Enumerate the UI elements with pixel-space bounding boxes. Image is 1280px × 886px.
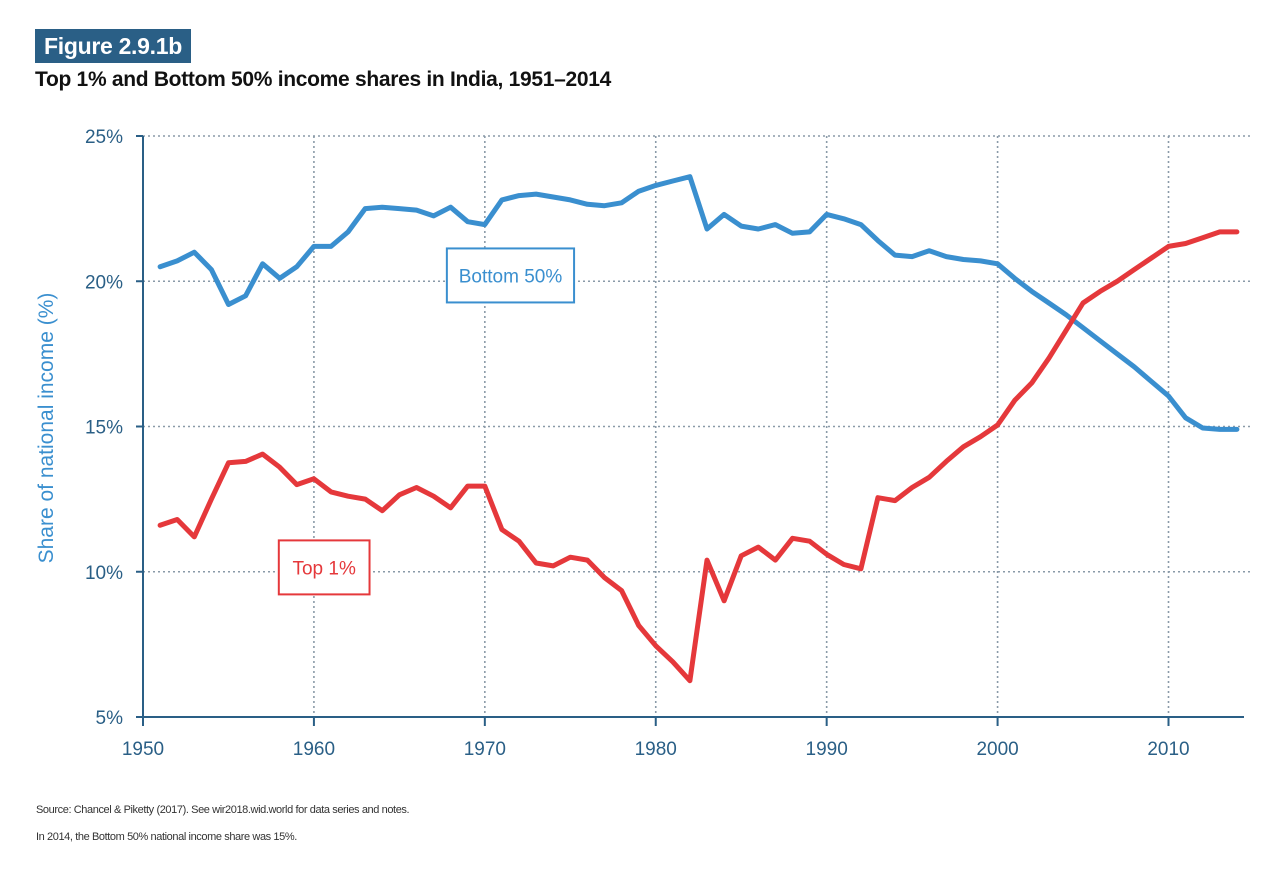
figure-label-badge: Figure 2.9.1b xyxy=(35,29,191,63)
x-tick-label: 1990 xyxy=(806,739,848,760)
series-line-bottom-50 xyxy=(157,174,1240,432)
label-box-top-1 xyxy=(277,539,371,596)
series-label-bottom-50: Bottom 50% xyxy=(459,266,563,287)
x-tick-label: 1970 xyxy=(464,739,506,760)
y-tick-label: 25% xyxy=(85,127,123,148)
label-box-bottom-50 xyxy=(445,247,576,304)
source-note: Source: Chancel & Piketty (2017). See wi… xyxy=(36,804,410,816)
y-axis-label: Share of national income (%) xyxy=(35,293,58,564)
x-tick-label: 1980 xyxy=(635,739,677,760)
x-tick-label: 1960 xyxy=(293,739,335,760)
y-tick-label: 5% xyxy=(96,708,124,729)
x-tick-label: 2010 xyxy=(1147,739,1189,760)
series-lines xyxy=(157,174,1240,684)
series-labels: Bottom 50% Top 1% xyxy=(277,247,576,596)
x-tick-label: 2000 xyxy=(976,739,1018,760)
series-label-top-1: Top 1% xyxy=(292,558,355,579)
axes: 5% 10% 15% 20% 25% 1950 1960 1970 1980 1990 2000 20… xyxy=(85,127,1244,760)
y-tick-label: 20% xyxy=(85,272,123,293)
series-line-top-1 xyxy=(157,229,1240,684)
y-tick-label: 15% xyxy=(85,418,123,439)
summary-note: In 2014, the Bottom 50% national income … xyxy=(36,831,297,843)
y-tick-label: 10% xyxy=(85,563,123,584)
x-tick-label: 1950 xyxy=(122,739,164,760)
chart-title: Top 1% and Bottom 50% income shares in I… xyxy=(35,68,611,91)
